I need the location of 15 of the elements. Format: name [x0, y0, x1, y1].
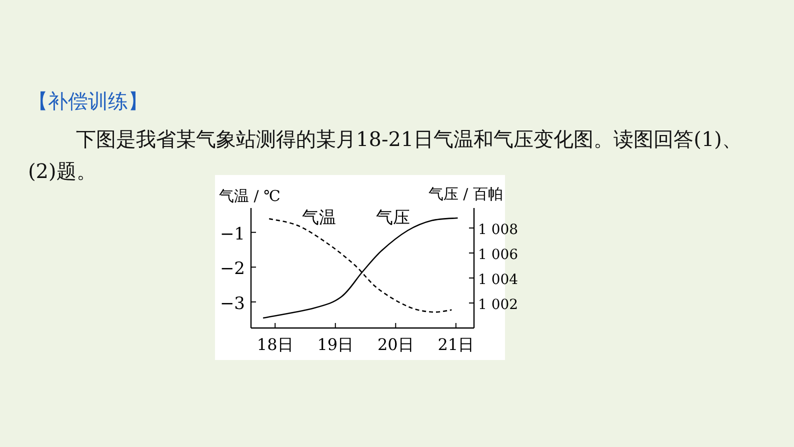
x-tick-label: 19日	[317, 335, 354, 354]
y2label: 气压 / 百帕	[428, 185, 503, 203]
y-tick-label: −3	[220, 294, 245, 314]
y2-tick-label: 1 008	[478, 222, 518, 238]
ylabel: 气温 / ℃	[219, 187, 280, 205]
y2-tick-label: 1 006	[478, 247, 518, 263]
y2-tick-label: 1 002	[478, 297, 518, 313]
x-tick-label: 21日	[438, 335, 474, 354]
y-tick-label: −1	[220, 224, 245, 244]
y-tick-label: −2	[220, 259, 245, 280]
subtitle: 下图是我省某气象站测得的某月18-21日气温和气压变化图。读图回答(1)、(2)题。	[28, 126, 743, 185]
title: 【补偿训练】	[28, 88, 148, 115]
x-tick-label: 18日	[256, 335, 294, 354]
y2-tick-label: 1 004	[478, 272, 518, 288]
x-tick-label: 20日	[377, 335, 414, 354]
